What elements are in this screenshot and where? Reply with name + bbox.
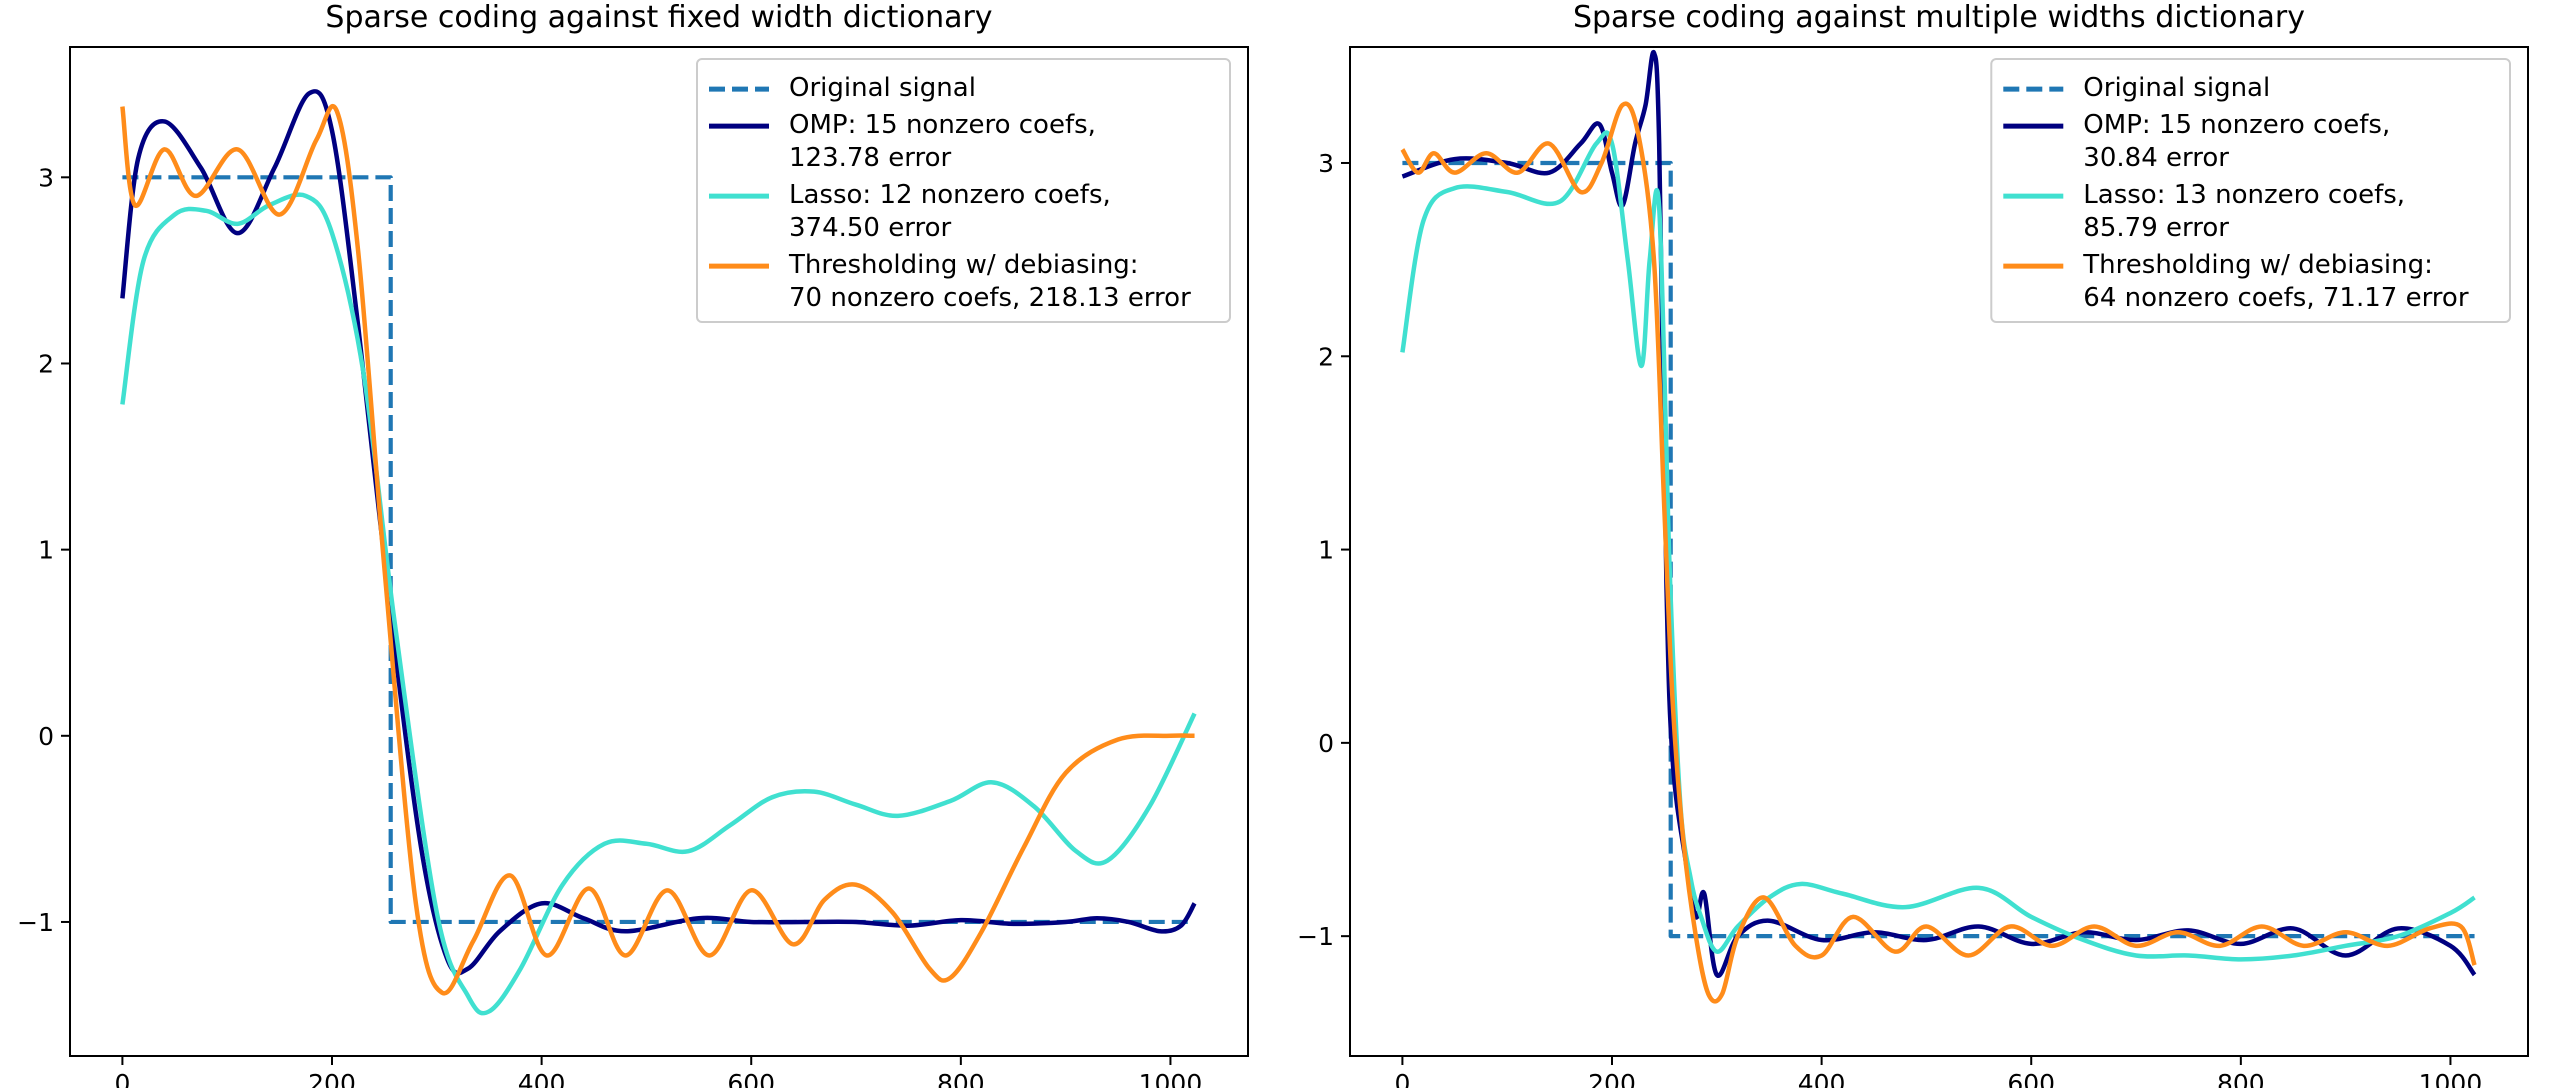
x-tick-label: 400 (518, 1069, 566, 1088)
x-tick-label: 400 (1798, 1069, 1846, 1088)
x-tick-label: 200 (308, 1069, 356, 1088)
subplot-title: Sparse coding against multiple widths di… (1573, 0, 2305, 35)
y-tick-label: 3 (1318, 149, 1334, 178)
plot-area: 0 200 400 600 800 1000 −1 0 1 2 3 (1297, 46, 2529, 1088)
y-tick-label: 0 (1318, 729, 1334, 758)
subplot-fixed-width: Sparse coding against fixed width dictio… (17, 0, 1249, 1088)
legend-box (1990, 58, 2512, 323)
legend-label: 123.78 error (789, 143, 951, 173)
subplot-multiple-widths: Sparse coding against multiple widths di… (1297, 0, 2529, 1088)
series-line-3 (1400, 101, 2477, 1004)
x-tick-label: 600 (2007, 1069, 2055, 1088)
series-line-2 (1400, 130, 2476, 962)
x-tick-label: 1000 (2419, 1069, 2483, 1088)
x-tick-label: 0 (114, 1069, 130, 1088)
legend-label: Thresholding w/ debiasing: (788, 250, 1139, 280)
legend-label: OMP: 15 nonzero coefs, (2083, 110, 2390, 140)
legend-label: Lasso: 12 nonzero coefs, (789, 180, 1111, 210)
legend-label: Thresholding w/ debiasing: (2082, 250, 2433, 280)
series-line-3 (120, 103, 1195, 996)
legend-label: 30.84 error (2083, 143, 2229, 173)
y-tick-label: 0 (38, 722, 54, 751)
plot-area: 0 200 400 600 800 1000 −1 0 1 2 3 (17, 46, 1249, 1088)
legend: Original signal OMP: 15 nonzero coefs,123… (696, 58, 1231, 323)
x-tick-label: 600 (727, 1069, 775, 1088)
legend-entry: Original signal (709, 73, 976, 103)
x-tick-label: 800 (937, 1069, 985, 1088)
legend-box (696, 58, 1231, 323)
y-tick-label: 1 (38, 536, 54, 565)
x-tick-label: 1000 (1139, 1069, 1203, 1088)
y-tick-label: 2 (38, 349, 54, 378)
y-tick-label: −1 (17, 908, 54, 937)
legend-label: Original signal (2083, 73, 2270, 103)
legend-entry: Thresholding w/ debiasing:70 nonzero coe… (709, 250, 1191, 313)
legend-label: 64 nonzero coefs, 71.17 error (2083, 283, 2469, 313)
series-group (1400, 50, 2477, 1004)
legend-entry: OMP: 15 nonzero coefs,30.84 error (2003, 110, 2390, 173)
axes-frame (69, 46, 1249, 1057)
subplot-title: Sparse coding against fixed width dictio… (325, 0, 992, 35)
legend-label: OMP: 15 nonzero coefs, (789, 110, 1096, 140)
y-tick-label: 2 (1318, 342, 1334, 371)
legend-label: 70 nonzero coefs, 218.13 error (789, 283, 1191, 313)
legend-label: 374.50 error (789, 213, 951, 243)
legend-entry: Original signal (2003, 73, 2270, 103)
legend-entry: OMP: 15 nonzero coefs,123.78 error (709, 110, 1096, 173)
y-tick-label: 1 (1318, 536, 1334, 565)
x-tick-label: 200 (1588, 1069, 1636, 1088)
legend-entry: Lasso: 12 nonzero coefs,374.50 error (709, 180, 1111, 243)
x-tick-label: 800 (2217, 1069, 2265, 1088)
legend-label: 85.79 error (2083, 213, 2229, 243)
legend: Original signal OMP: 15 nonzero coefs,30.… (1990, 58, 2512, 323)
y-tick-label: −1 (1297, 922, 1334, 951)
series-group (120, 89, 1197, 1016)
x-tick-label: 0 (1394, 1069, 1410, 1088)
axes-frame (1349, 46, 2529, 1057)
series-line-1 (120, 89, 1197, 976)
y-tick-label: 3 (38, 163, 54, 192)
legend-entry: Thresholding w/ debiasing:64 nonzero coe… (2003, 250, 2469, 313)
legend-entry: Lasso: 13 nonzero coefs,85.79 error (2003, 180, 2405, 243)
legend-label: Original signal (789, 73, 976, 103)
legend-label: Lasso: 13 nonzero coefs, (2083, 180, 2405, 210)
